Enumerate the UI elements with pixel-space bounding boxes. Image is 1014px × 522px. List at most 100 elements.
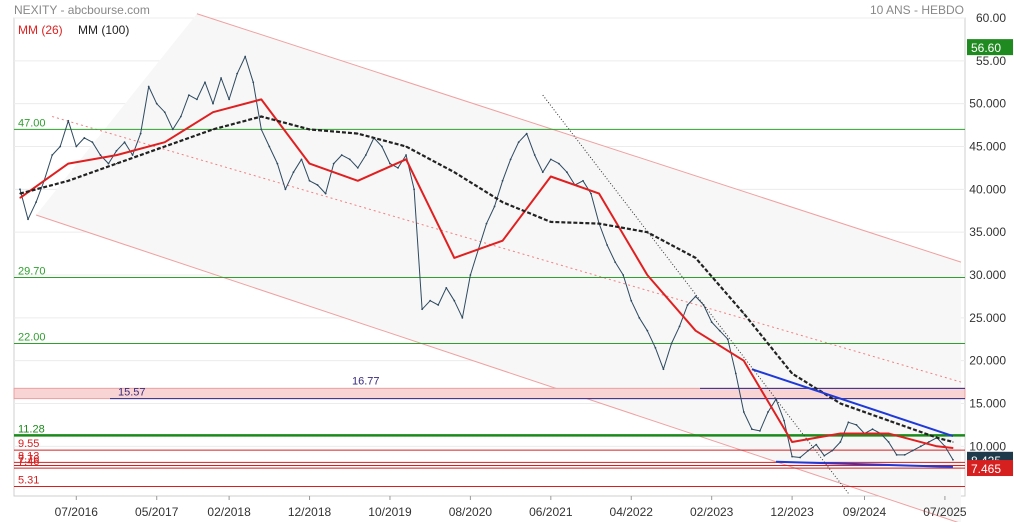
data-point bbox=[734, 372, 737, 375]
data-point bbox=[164, 141, 166, 143]
data-point bbox=[429, 299, 432, 302]
data-point bbox=[807, 449, 810, 452]
zone-high-label: 16.77 bbox=[352, 375, 380, 387]
data-point bbox=[670, 342, 673, 345]
data-point bbox=[783, 419, 785, 422]
data-point bbox=[815, 443, 818, 446]
axis-badge-label: 56.60 bbox=[971, 41, 1001, 55]
data-point bbox=[445, 286, 448, 289]
data-point bbox=[405, 145, 407, 148]
y-tick-label: 60.00 bbox=[976, 11, 1006, 25]
data-point bbox=[654, 346, 657, 349]
data-point bbox=[678, 325, 681, 328]
y-tick-label: 45.000 bbox=[969, 139, 1006, 153]
data-point bbox=[509, 158, 512, 161]
data-point bbox=[694, 330, 697, 332]
data-point bbox=[630, 299, 633, 302]
data-point bbox=[823, 454, 826, 457]
data-point bbox=[742, 411, 745, 413]
data-point bbox=[550, 175, 552, 178]
data-point bbox=[171, 128, 174, 131]
data-point bbox=[759, 429, 761, 432]
data-point bbox=[888, 420, 890, 422]
data-point bbox=[421, 308, 424, 311]
y-tick-label: 20.000 bbox=[969, 354, 1006, 368]
data-point bbox=[743, 360, 745, 362]
data-point bbox=[260, 98, 262, 100]
x-tick-label: 07/2016 bbox=[55, 505, 99, 519]
level-label: 29.70 bbox=[18, 266, 46, 278]
data-point bbox=[75, 145, 78, 148]
level-label: 8.13 bbox=[18, 450, 39, 462]
data-point bbox=[855, 423, 858, 426]
data-point bbox=[131, 154, 134, 156]
data-point bbox=[469, 274, 472, 276]
y-tick-label: 50.000 bbox=[969, 97, 1006, 111]
data-point bbox=[59, 145, 62, 148]
data-point bbox=[686, 304, 689, 306]
data-point bbox=[952, 458, 954, 461]
data-point bbox=[750, 428, 753, 431]
data-point bbox=[936, 437, 938, 439]
horizontal-levels: 15.57 16.77 47.00 29.70 22.00 11.28 9.558.137.… bbox=[13, 117, 966, 487]
data-point bbox=[453, 257, 455, 259]
data-point bbox=[340, 154, 343, 156]
x-tick-label: 08/2020 bbox=[449, 505, 493, 519]
data-point bbox=[164, 145, 166, 148]
wedge-upper-line bbox=[751, 368, 954, 437]
data-point bbox=[791, 455, 794, 458]
data-point bbox=[911, 449, 914, 452]
data-point bbox=[357, 180, 359, 182]
data-point bbox=[791, 372, 793, 375]
data-point bbox=[550, 221, 552, 223]
data-point bbox=[99, 154, 102, 156]
data-point bbox=[646, 329, 649, 332]
data-point bbox=[888, 432, 890, 435]
data-point bbox=[485, 222, 488, 225]
data-point bbox=[252, 81, 255, 84]
data-point bbox=[839, 441, 842, 443]
data-point bbox=[525, 132, 528, 135]
data-point bbox=[83, 137, 86, 139]
axis-badge bbox=[967, 39, 1013, 56]
x-tick-label: 07/2025 bbox=[923, 505, 967, 519]
data-point bbox=[718, 329, 721, 332]
data-point bbox=[19, 188, 21, 191]
data-point bbox=[694, 295, 697, 298]
data-point bbox=[557, 162, 560, 165]
level-label: 47.00 bbox=[18, 117, 46, 129]
data-point bbox=[501, 240, 504, 242]
data-point bbox=[356, 167, 359, 169]
data-point bbox=[300, 158, 303, 161]
wedge-lower-line bbox=[775, 460, 953, 468]
data-point bbox=[236, 72, 239, 75]
data-point bbox=[284, 188, 287, 191]
data-point bbox=[453, 299, 456, 302]
x-tick-label: 09/2024 bbox=[843, 505, 887, 519]
data-point bbox=[397, 167, 399, 169]
data-point bbox=[220, 77, 222, 79]
data-point bbox=[533, 154, 536, 156]
data-point bbox=[662, 368, 665, 371]
x-tick-label: 10/2019 bbox=[368, 505, 412, 519]
x-tick-label: 02/2023 bbox=[690, 505, 734, 519]
y-tick-label: 25.000 bbox=[969, 311, 1006, 325]
y-tick-label: 55.00 bbox=[976, 54, 1006, 68]
data-point bbox=[453, 171, 455, 173]
data-point bbox=[598, 222, 600, 225]
data-point bbox=[27, 218, 29, 221]
data-point bbox=[292, 171, 295, 174]
data-point bbox=[952, 441, 954, 443]
data-point bbox=[67, 163, 69, 165]
data-point bbox=[501, 179, 504, 182]
y-tick-label: 10.000 bbox=[969, 439, 1006, 453]
x-tick-label: 06/2021 bbox=[529, 505, 573, 519]
data-point bbox=[123, 141, 126, 144]
data-point bbox=[212, 128, 214, 130]
data-point bbox=[324, 192, 327, 195]
data-point bbox=[791, 441, 793, 443]
data-point bbox=[517, 141, 520, 144]
data-point bbox=[163, 111, 166, 114]
data-point bbox=[107, 162, 110, 165]
